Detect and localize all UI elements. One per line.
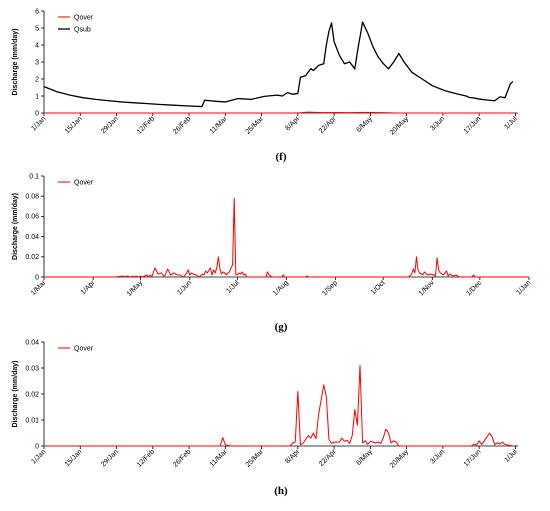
x-tick-label: 1/Jan — [515, 279, 532, 296]
x-tick-label: 22/Apr — [318, 448, 338, 468]
x-tick-label: 3/Jun — [429, 115, 446, 132]
x-tick-label: 22/Apr — [318, 115, 338, 135]
y-tick-label: 0.04 — [25, 234, 39, 241]
x-tick-label: 15/Jan — [64, 115, 84, 135]
series-line-qover — [44, 197, 529, 278]
panel-f: 0 1 2 3 4 5 6 1/Jan 15/Jan 29/Jan 12/Feb 26/Feb 11/M… — [12, 8, 519, 163]
x-tick-label: 1/Apr — [80, 279, 97, 296]
x-tick-label: 25/Mar — [245, 448, 266, 469]
x-tick-label: 12/Feb — [136, 115, 156, 135]
panel-h: 0 0.01 0.02 0.03 0.04 1/Jan 15/Jan 29/Jan 12/Feb… — [12, 339, 519, 497]
y-tick-label: 0.06 — [25, 214, 39, 221]
legend-label-qsub: Qsub — [74, 27, 91, 34]
y-axis-title: Discharge (mm/day) — [12, 193, 19, 260]
x-tick-label: 8/Apr — [284, 115, 301, 132]
x-tick-label: 1/Mar — [30, 279, 48, 297]
y-tick-label: 0.1 — [29, 173, 39, 180]
panel-caption: (g) — [275, 321, 288, 333]
y-tick-label: 3 — [35, 59, 39, 66]
x-tick-label: 29/Jan — [100, 448, 120, 468]
legend-label-qover: Qover — [74, 180, 94, 187]
y-tick-label: 0 — [35, 110, 39, 117]
x-tick-label: 1/Jul — [503, 115, 519, 131]
y-tick-label: 0.01 — [25, 417, 39, 424]
y-tick-label: 6 — [35, 8, 39, 15]
y-tick-label: 4 — [35, 42, 39, 49]
y-tick-label: 0.04 — [25, 339, 39, 346]
panel-g: 0 0.02 0.04 0.06 0.08 0.1 1/Mar 1/Apr 1/May 1/Jun… — [12, 173, 532, 333]
x-tick-label: 25/Mar — [245, 115, 266, 136]
x-tick-label: 1/Jul — [503, 448, 519, 464]
y-tick-label: 0.02 — [25, 391, 39, 398]
x-tick-label: 3/Jun — [429, 448, 446, 465]
x-tick-label: 1/Dec — [465, 279, 483, 297]
legend-label-qover: Qover — [74, 15, 94, 22]
x-tick-label: 26/Feb — [172, 448, 192, 468]
x-tick-label: 20/May — [389, 115, 411, 137]
series-line-qover — [44, 364, 513, 447]
y-tick-label: 5 — [35, 25, 39, 32]
y-axis-title: Discharge (mm/day) — [12, 361, 19, 428]
y-tick-label: 0.03 — [25, 365, 39, 372]
x-tick-label: 8/Apr — [284, 448, 301, 465]
x-tick-label: 1/May — [126, 279, 145, 298]
x-tick-label: 11/Mar — [209, 115, 229, 135]
x-tick-label: 1/Nov — [418, 279, 436, 297]
y-tick-label: 0.02 — [25, 254, 39, 261]
y-tick-label: 0 — [35, 274, 39, 281]
series-line-qover — [44, 111, 513, 114]
x-tick-label: 26/Feb — [172, 115, 192, 135]
panel-caption: (h) — [274, 485, 288, 497]
y-tick-label: 1 — [35, 93, 39, 100]
x-tick-label: 17/Jun — [463, 448, 483, 468]
x-tick-label: 1/Oct — [370, 279, 387, 296]
panel-caption: (f) — [276, 151, 287, 163]
x-tick-label: 15/Jan — [64, 448, 84, 468]
x-tick-label: 1/Sep — [321, 279, 339, 297]
x-tick-label: 20/May — [389, 448, 411, 470]
x-tick-label: 17/Jun — [463, 115, 483, 135]
y-tick-label: 0.08 — [25, 194, 39, 201]
series-line-qsub — [43, 21, 514, 108]
x-tick-label: 6/May — [355, 115, 374, 134]
y-tick-label: 2 — [35, 76, 39, 83]
x-tick-label: 1/Jun — [176, 279, 193, 296]
legend-label-qover: Qover — [74, 346, 94, 353]
x-tick-label: 1/Jan — [30, 115, 47, 132]
x-tick-label: 12/Feb — [136, 448, 156, 468]
x-tick-label: 1/Jul — [225, 279, 241, 295]
x-tick-label: 6/May — [355, 448, 374, 467]
y-tick-label: 0 — [35, 443, 39, 450]
x-tick-label: 11/Mar — [209, 448, 229, 468]
y-axis-title: Discharge (mm/day) — [12, 29, 19, 96]
x-tick-label: 29/Jan — [100, 115, 120, 135]
x-tick-label: 1/Jan — [30, 448, 47, 465]
x-tick-label: 1/Aug — [272, 279, 290, 297]
